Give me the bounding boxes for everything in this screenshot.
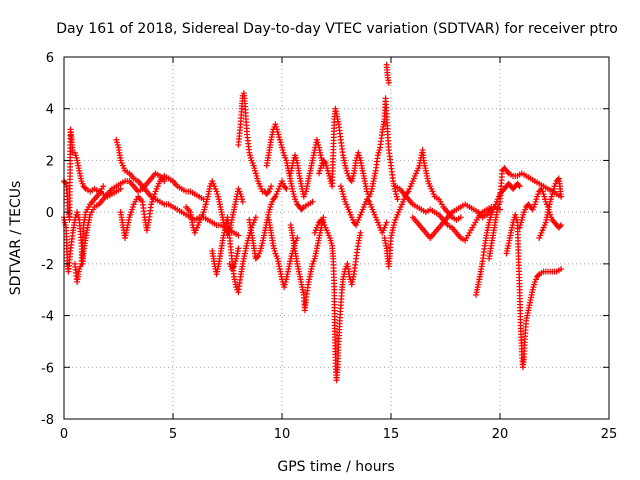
- y-tick-label: -8: [41, 413, 54, 428]
- data-point: [282, 184, 289, 191]
- data-point: [299, 205, 306, 212]
- data-point: [515, 181, 522, 188]
- data-point: [264, 189, 271, 196]
- y-tick-label: 0: [46, 206, 54, 221]
- x-tick-label: 10: [274, 427, 291, 442]
- data-point: [271, 194, 278, 201]
- x-tick-label: 20: [492, 427, 509, 442]
- data-point: [253, 254, 260, 261]
- y-tick-label: 6: [46, 51, 54, 66]
- y-axis-label: SDTVAR / TECUs: [8, 181, 24, 296]
- data-point: [457, 214, 464, 221]
- data-point: [319, 218, 326, 225]
- y-tick-label: -4: [41, 310, 54, 325]
- data-point: [229, 264, 236, 271]
- data-point: [117, 185, 124, 192]
- x-tick-label: 25: [601, 427, 618, 442]
- data-point: [535, 272, 542, 279]
- data-point: [357, 229, 364, 236]
- data-point: [558, 266, 565, 273]
- y-tick-label: -2: [41, 258, 54, 273]
- x-tick-label: 5: [169, 427, 177, 442]
- x-tick-label: 15: [383, 427, 400, 442]
- data-point: [81, 184, 88, 191]
- data-point: [385, 79, 392, 86]
- data-point: [235, 245, 242, 252]
- data-point: [558, 193, 565, 200]
- data-point: [252, 214, 259, 221]
- data-point: [283, 185, 290, 192]
- chart-title: Day 161 of 2018, Sidereal Day-to-day VTE…: [56, 21, 618, 37]
- data-points: [61, 61, 565, 384]
- data-point: [516, 183, 523, 190]
- data-point: [383, 219, 390, 226]
- data-point: [558, 222, 565, 229]
- data-point: [321, 158, 328, 165]
- data-point: [556, 223, 563, 230]
- data-point: [100, 183, 107, 190]
- data-point: [268, 183, 275, 190]
- y-tick-label: 4: [46, 103, 54, 118]
- data-point: [309, 198, 316, 205]
- y-tick-label: 2: [46, 154, 54, 169]
- data-point: [394, 196, 401, 203]
- data-point: [239, 198, 246, 205]
- y-tick-label: -6: [41, 361, 54, 376]
- x-axis-label: GPS time / hours: [277, 459, 394, 475]
- data-point: [504, 169, 511, 176]
- data-point: [235, 232, 242, 239]
- plot-frame: [63, 56, 610, 420]
- x-tick-label: 0: [60, 427, 68, 442]
- data-point: [365, 197, 372, 204]
